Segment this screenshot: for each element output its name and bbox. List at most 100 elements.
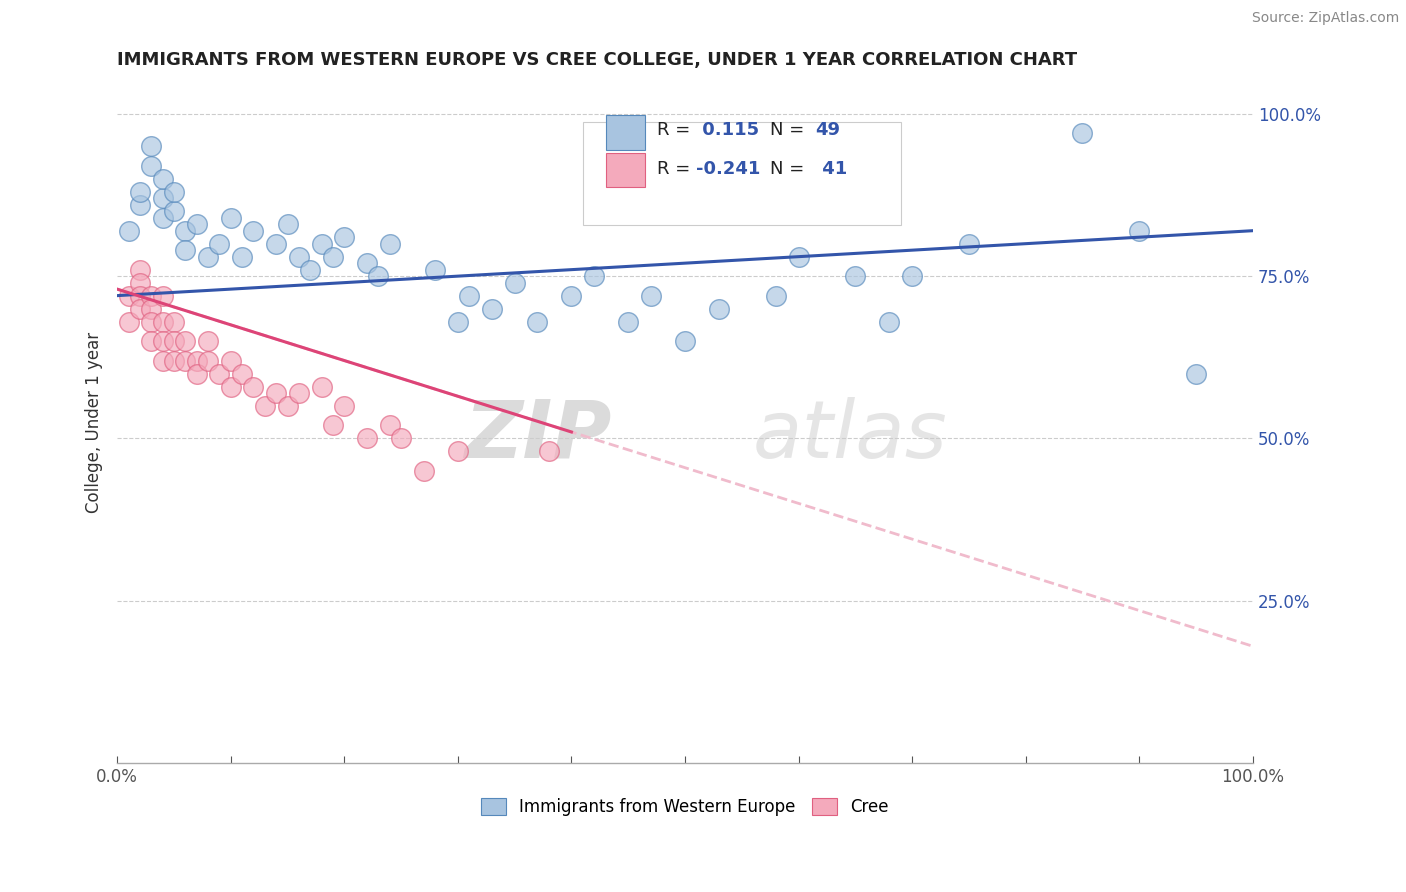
Point <box>163 315 186 329</box>
Point <box>447 444 470 458</box>
Point <box>197 250 219 264</box>
Point <box>186 367 208 381</box>
Point <box>152 211 174 225</box>
Point <box>1185 367 1208 381</box>
Point <box>152 171 174 186</box>
Point <box>253 399 276 413</box>
Text: atlas: atlas <box>754 397 948 475</box>
Point <box>673 334 696 348</box>
Point <box>231 367 253 381</box>
Point <box>1128 224 1150 238</box>
Y-axis label: College, Under 1 year: College, Under 1 year <box>86 332 103 513</box>
Point <box>560 288 582 302</box>
Point <box>242 224 264 238</box>
Point <box>242 379 264 393</box>
Point <box>152 288 174 302</box>
Point <box>311 379 333 393</box>
Text: R =: R = <box>657 121 696 139</box>
Point <box>186 353 208 368</box>
Point <box>1071 126 1094 140</box>
FancyBboxPatch shape <box>583 122 901 225</box>
Point <box>129 301 152 316</box>
Text: -0.241: -0.241 <box>696 160 761 178</box>
Point <box>152 334 174 348</box>
Point <box>117 315 139 329</box>
Point <box>765 288 787 302</box>
Point <box>707 301 730 316</box>
Point <box>503 276 526 290</box>
Point <box>141 334 163 348</box>
Point <box>299 262 322 277</box>
Point <box>458 288 481 302</box>
Point <box>219 379 242 393</box>
Point <box>333 230 356 244</box>
Point <box>141 315 163 329</box>
Point <box>526 315 548 329</box>
Point <box>152 191 174 205</box>
Point <box>367 269 389 284</box>
Point <box>129 276 152 290</box>
Point <box>129 288 152 302</box>
Point <box>129 198 152 212</box>
Text: 0.115: 0.115 <box>696 121 759 139</box>
Point <box>197 353 219 368</box>
Point <box>163 204 186 219</box>
Point <box>208 236 231 251</box>
Text: IMMIGRANTS FROM WESTERN EUROPE VS CREE COLLEGE, UNDER 1 YEAR CORRELATION CHART: IMMIGRANTS FROM WESTERN EUROPE VS CREE C… <box>117 51 1077 69</box>
Point <box>322 250 344 264</box>
Point <box>163 185 186 199</box>
Point <box>957 236 980 251</box>
Point <box>481 301 503 316</box>
Point <box>412 464 434 478</box>
Point <box>356 256 378 270</box>
Point <box>174 224 197 238</box>
Point <box>141 301 163 316</box>
Point <box>264 236 287 251</box>
Point <box>333 399 356 413</box>
Point <box>219 211 242 225</box>
Point <box>129 185 152 199</box>
Point <box>787 250 810 264</box>
Point <box>197 334 219 348</box>
Point <box>901 269 924 284</box>
Point <box>617 315 640 329</box>
Text: N =: N = <box>770 160 810 178</box>
FancyBboxPatch shape <box>606 153 645 187</box>
Point <box>879 315 901 329</box>
Point <box>174 334 197 348</box>
Point <box>152 353 174 368</box>
Point <box>277 217 299 231</box>
Point <box>583 269 606 284</box>
Point <box>288 386 311 401</box>
Text: 49: 49 <box>815 121 841 139</box>
Point <box>129 262 152 277</box>
Point <box>389 432 412 446</box>
Text: 41: 41 <box>815 160 846 178</box>
Point <box>640 288 662 302</box>
Point <box>277 399 299 413</box>
Point <box>356 432 378 446</box>
Point <box>537 444 560 458</box>
Point <box>117 224 139 238</box>
Point <box>219 353 242 368</box>
Text: N =: N = <box>770 121 810 139</box>
Point <box>117 288 139 302</box>
Point <box>163 353 186 368</box>
Point <box>425 262 447 277</box>
Point <box>844 269 866 284</box>
Point <box>264 386 287 401</box>
Text: R =: R = <box>657 160 696 178</box>
Point <box>163 334 186 348</box>
Point <box>231 250 253 264</box>
Point <box>174 353 197 368</box>
Point <box>322 418 344 433</box>
Point <box>141 139 163 153</box>
Legend: Immigrants from Western Europe, Cree: Immigrants from Western Europe, Cree <box>474 791 896 823</box>
Point <box>186 217 208 231</box>
Point <box>174 243 197 257</box>
Point <box>152 315 174 329</box>
Point <box>141 288 163 302</box>
Point <box>447 315 470 329</box>
Point <box>141 159 163 173</box>
Point <box>378 418 401 433</box>
